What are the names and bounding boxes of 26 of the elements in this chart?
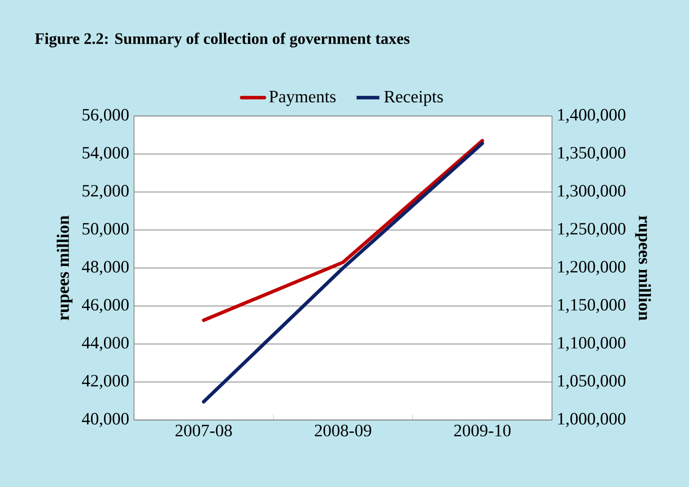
y-tick-label: 50,000: [82, 222, 129, 238]
y-tick-label: 48,000: [82, 260, 129, 276]
x-tick-label: 2008-09: [314, 424, 372, 436]
chart-title: Figure 2.2: Summary of collection of government taxes: [34, 32, 410, 48]
y-tick-label: 46,000: [82, 298, 129, 314]
y-tick-label: 44,000: [82, 336, 129, 352]
y2-tick-label: 1,400,000: [558, 108, 626, 124]
x-tick-label: 2009-10: [454, 424, 511, 436]
y-tick-label: 54,000: [82, 146, 129, 162]
legend-label: Receipts: [384, 90, 443, 106]
y2-tick-label: 1,200,000: [558, 260, 626, 276]
y-tick-label: 42,000: [82, 374, 129, 390]
y2-axis-title: rupees million: [635, 216, 651, 320]
y-tick-label: 52,000: [82, 184, 129, 200]
y2-tick-label: 1,050,000: [558, 374, 626, 390]
y2-tick-label: 1,300,000: [558, 184, 626, 200]
y2-tick-label: 1,100,000: [558, 336, 626, 352]
legend-label: Payments: [269, 90, 336, 106]
y2-tick-label: 1,250,000: [558, 222, 626, 238]
y2-tick-label: 1,150,000: [558, 298, 626, 314]
y-tick-label: 56,000: [82, 108, 129, 124]
y2-tick-label: 1,000,000: [558, 412, 626, 428]
y-axis-title: rupees million: [56, 216, 72, 320]
y-tick-label: 40,000: [82, 412, 129, 428]
y2-tick-label: 1,350,000: [558, 146, 626, 162]
x-tick-label: 2007-08: [176, 424, 232, 436]
